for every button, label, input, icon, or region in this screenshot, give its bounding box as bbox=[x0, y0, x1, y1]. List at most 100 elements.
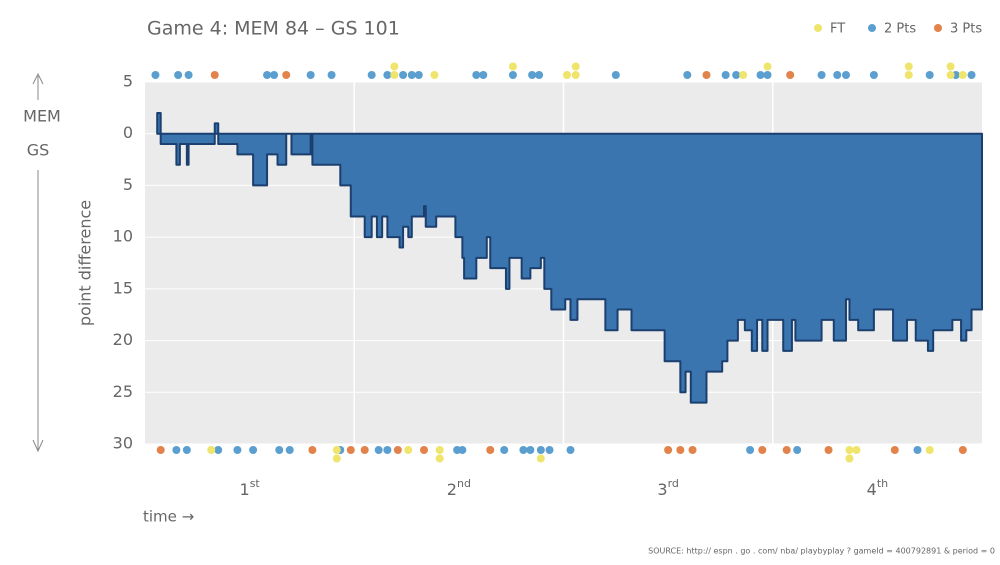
score-dot bbox=[282, 71, 291, 79]
top-team: MEM bbox=[23, 107, 61, 126]
score-dot bbox=[824, 446, 833, 454]
score-dot bbox=[845, 446, 854, 454]
score-dot bbox=[390, 71, 399, 79]
score-dot bbox=[393, 446, 402, 454]
score-dot bbox=[435, 454, 444, 463]
score-dot bbox=[346, 446, 355, 454]
score-dot bbox=[833, 71, 842, 79]
score-dot bbox=[721, 71, 730, 79]
score-dot bbox=[536, 446, 545, 454]
legend-marker bbox=[934, 24, 942, 32]
score-dot bbox=[151, 71, 160, 79]
legend-marker bbox=[868, 24, 876, 32]
x-tick-suffix: st bbox=[250, 477, 261, 490]
score-dot bbox=[746, 446, 755, 454]
score-dot bbox=[519, 446, 528, 454]
arrow-up-head bbox=[32, 72, 44, 85]
score-dot bbox=[535, 71, 544, 79]
y-tick-label: 15 bbox=[113, 278, 133, 297]
score-dot bbox=[214, 446, 223, 454]
legend-label: FT bbox=[830, 22, 845, 37]
score-dot bbox=[890, 446, 899, 454]
x-tick-suffix: rd bbox=[668, 477, 679, 490]
score-dot bbox=[786, 71, 795, 79]
y-axis-label: point difference bbox=[76, 200, 95, 326]
x-tick-label: 2nd bbox=[447, 477, 471, 499]
score-dot bbox=[611, 71, 620, 79]
score-dot bbox=[399, 71, 408, 79]
x-tick-label: 1st bbox=[240, 477, 261, 499]
score-dot bbox=[327, 71, 336, 79]
legend-marker bbox=[814, 24, 822, 32]
score-dot bbox=[925, 446, 934, 454]
score-dot bbox=[404, 446, 413, 454]
score-dot bbox=[508, 71, 517, 79]
score-dot bbox=[566, 446, 575, 454]
x-tick-number: 4 bbox=[867, 480, 877, 499]
score-dot bbox=[756, 71, 765, 79]
score-dot bbox=[383, 71, 392, 79]
score-dot bbox=[156, 446, 165, 454]
score-dot bbox=[430, 71, 439, 79]
x-tick-number: 1 bbox=[240, 480, 250, 499]
score-dot bbox=[508, 62, 517, 71]
y-tick-label: 25 bbox=[113, 382, 133, 401]
score-dot bbox=[536, 454, 545, 463]
score-dot bbox=[526, 446, 535, 454]
score-dot bbox=[182, 446, 191, 454]
score-dot bbox=[758, 446, 767, 454]
score-dot bbox=[407, 71, 416, 79]
score-dot bbox=[571, 71, 580, 79]
score-dot bbox=[958, 71, 967, 79]
score-dot bbox=[249, 446, 258, 454]
score-dot bbox=[913, 446, 922, 454]
source: SOURCE: http:// espn . go . com/ nba/ pl… bbox=[648, 547, 995, 556]
legend-label: 3 Pts bbox=[950, 22, 982, 37]
x-tick-suffix: th bbox=[877, 477, 888, 490]
score-dot bbox=[486, 446, 495, 454]
score-dot bbox=[817, 71, 826, 79]
score-dot bbox=[845, 454, 854, 463]
score-dot bbox=[683, 71, 692, 79]
score-dot bbox=[174, 71, 183, 79]
score-dot bbox=[210, 71, 219, 79]
x-tick-suffix: nd bbox=[457, 477, 471, 490]
y-tick-label: 5 bbox=[123, 72, 133, 91]
score-dot bbox=[367, 71, 376, 79]
score-dot bbox=[841, 71, 850, 79]
score-dot bbox=[479, 71, 488, 79]
score-dot bbox=[435, 446, 444, 454]
score-dot bbox=[458, 446, 467, 454]
bottom-team: GS bbox=[27, 141, 50, 160]
score-dot bbox=[383, 446, 392, 454]
y-tick-label: 20 bbox=[113, 330, 133, 349]
score-dot bbox=[270, 71, 279, 79]
score-dot bbox=[763, 62, 772, 71]
x-tick-label: 4th bbox=[867, 477, 889, 499]
score-dot bbox=[852, 446, 861, 454]
x-tick-label: 3rd bbox=[657, 477, 679, 499]
score-dot bbox=[967, 71, 976, 79]
score-dot bbox=[390, 62, 399, 71]
score-dot bbox=[207, 446, 216, 454]
score-dot bbox=[946, 62, 955, 71]
score-dot bbox=[528, 71, 537, 79]
chart-title: Game 4: MEM 84 – GS 101 bbox=[147, 18, 400, 40]
score-dot bbox=[420, 446, 428, 454]
score-dot bbox=[702, 71, 711, 79]
score-dot bbox=[414, 71, 423, 79]
score-dot bbox=[500, 446, 509, 454]
score-dot bbox=[925, 71, 934, 79]
y-tick-label: 30 bbox=[113, 434, 133, 453]
score-dot bbox=[732, 71, 741, 79]
score-dot bbox=[172, 446, 181, 454]
x-axis-label: time → bbox=[143, 508, 194, 526]
score-dot bbox=[869, 71, 878, 79]
score-dot bbox=[275, 446, 284, 454]
y-tick-label: 5 bbox=[123, 175, 133, 194]
score-difference-area bbox=[156, 112, 983, 404]
score-dot bbox=[306, 71, 315, 79]
score-dot bbox=[360, 446, 369, 454]
score-dot bbox=[958, 446, 967, 454]
